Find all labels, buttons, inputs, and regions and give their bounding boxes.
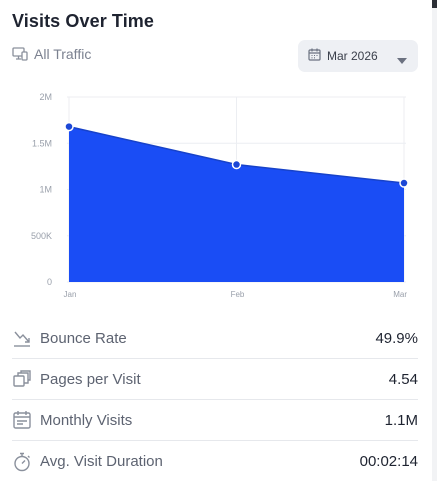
y-tick-label: 1M bbox=[39, 185, 52, 195]
calendar-icon bbox=[12, 410, 32, 430]
x-tick-label: Mar bbox=[393, 290, 407, 299]
metric-label: Bounce Rate bbox=[40, 329, 127, 347]
y-tick-label: 1.5M bbox=[32, 138, 52, 148]
metric-label: Monthly Visits bbox=[40, 411, 133, 429]
data-point bbox=[231, 159, 242, 170]
x-tick-label: Jan bbox=[64, 290, 77, 299]
scrollbar-thumb[interactable] bbox=[432, 0, 437, 8]
metric-row-avg-visit-duration: Avg. Visit Duration 00:02:14 bbox=[12, 441, 418, 481]
y-tick-label: 0 bbox=[47, 277, 52, 287]
metric-label: Pages per Visit bbox=[40, 370, 141, 388]
metric-value: 00:02:14 bbox=[359, 453, 418, 470]
x-tick-label: Feb bbox=[231, 290, 245, 299]
scrollbar-track[interactable] bbox=[432, 0, 437, 481]
pages-icon bbox=[12, 369, 32, 389]
metric-value: 1.1M bbox=[384, 411, 418, 429]
metric-row-monthly-visits: Monthly Visits 1.1M bbox=[12, 400, 418, 441]
devices-icon bbox=[12, 46, 28, 62]
chevron-down-icon bbox=[397, 53, 407, 67]
calendar-icon bbox=[308, 48, 321, 64]
area-series bbox=[69, 126, 404, 282]
metrics-list: Bounce Rate 49.9% Pages per Visit 4.54 bbox=[12, 318, 418, 481]
metric-value: 49.9% bbox=[375, 329, 418, 347]
y-tick-label: 500K bbox=[31, 231, 52, 241]
visits-chart: 0 500K 1M 1.5M 2M Jan Feb Mar bbox=[31, 92, 409, 299]
timer-icon bbox=[12, 452, 32, 472]
metric-row-pages-per-visit: Pages per Visit 4.54 bbox=[12, 359, 418, 400]
trend-down-icon bbox=[12, 328, 32, 348]
card-title: Visits Over Time bbox=[12, 11, 155, 31]
data-point bbox=[64, 121, 74, 132]
metric-row-bounce-rate: Bounce Rate 49.9% bbox=[12, 318, 418, 359]
month-select[interactable]: Mar 2026 bbox=[298, 40, 418, 72]
metric-value: 4.54 bbox=[388, 370, 418, 388]
y-tick-label: 2M bbox=[39, 92, 52, 102]
metric-label: Avg. Visit Duration bbox=[40, 453, 163, 470]
month-select-value: Mar 2026 bbox=[327, 49, 378, 63]
traffic-filter-label: All Traffic bbox=[34, 46, 92, 62]
data-point bbox=[399, 178, 409, 188]
traffic-filter[interactable]: All Traffic bbox=[12, 46, 91, 62]
